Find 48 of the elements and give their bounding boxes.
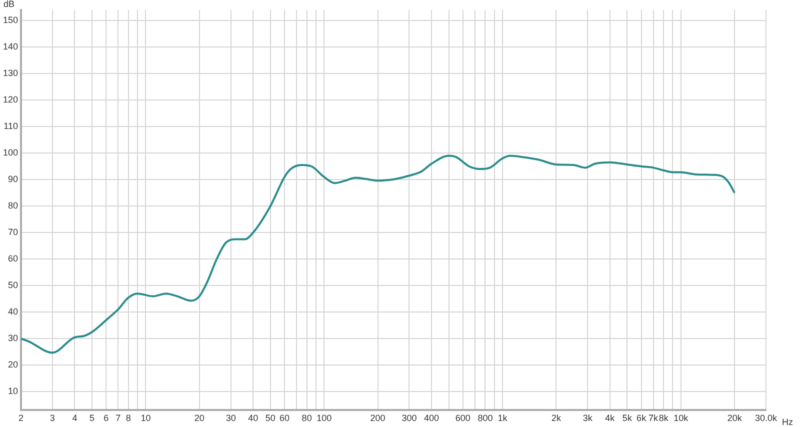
x-tick-label: 300 — [402, 413, 417, 424]
x-tick-label: 2 — [18, 413, 24, 424]
x-axis-title: Hz — [782, 417, 794, 427]
x-tick-label: 400 — [424, 413, 440, 424]
x-tick-label: 1k — [498, 413, 508, 424]
x-tick-label: 2k — [551, 413, 562, 424]
y-tick-label: 110 — [4, 121, 18, 132]
x-tick-label: 7k — [648, 413, 658, 424]
x-tick-label: 800 — [478, 413, 493, 424]
x-tick-label: 30 — [226, 413, 236, 424]
x-tick-label: 10k — [674, 413, 689, 424]
x-tick-label: 50 — [265, 413, 276, 424]
y-tick-label: 30 — [8, 333, 18, 344]
x-tick-label: 30.0k — [754, 413, 778, 424]
x-tick-label: 5 — [90, 413, 95, 424]
x-tick-label: 8 — [126, 413, 131, 424]
x-tick-label: 20 — [194, 413, 204, 424]
x-tick-label: 10 — [140, 413, 151, 424]
x-tick-label: 7 — [116, 413, 121, 424]
x-tick-label: 3k — [582, 413, 593, 424]
x-tick-label: 6k — [636, 413, 647, 424]
y-tick-label: 80 — [8, 200, 18, 211]
x-tick-label: 100 — [316, 413, 332, 424]
x-tick-label: 600 — [455, 413, 470, 424]
x-tick-label: 4 — [72, 413, 78, 424]
y-tick-label: 40 — [8, 306, 18, 317]
y-tick-label: 120 — [2, 94, 18, 105]
y-tick-label: 90 — [8, 174, 18, 184]
y-tick-label: 70 — [8, 227, 18, 238]
x-tick-label: 4k — [605, 413, 616, 424]
x-tick-label: 6 — [104, 413, 109, 424]
x-tick-label: 40 — [248, 413, 258, 424]
y-tick-label: 150 — [2, 15, 18, 26]
x-tick-label: 60 — [280, 413, 290, 424]
x-tick-label: 5k — [622, 413, 632, 424]
y-tick-label: 60 — [8, 254, 18, 264]
y-axis-title: dB — [4, 0, 15, 9]
y-tick-label: 20 — [8, 360, 18, 370]
x-tick-label: 80 — [302, 413, 312, 424]
x-tick-label: 8k — [658, 413, 669, 424]
y-tick-label: 50 — [8, 280, 18, 290]
x-tick-label: 20k — [727, 413, 742, 424]
y-tick-label: 130 — [2, 68, 18, 78]
x-tick-label: 200 — [370, 413, 386, 424]
x-tick-label: 3 — [50, 413, 55, 424]
y-tick-label: 100 — [2, 148, 18, 158]
y-tick-label: 140 — [2, 42, 18, 52]
y-tick-label: 10 — [8, 386, 18, 396]
